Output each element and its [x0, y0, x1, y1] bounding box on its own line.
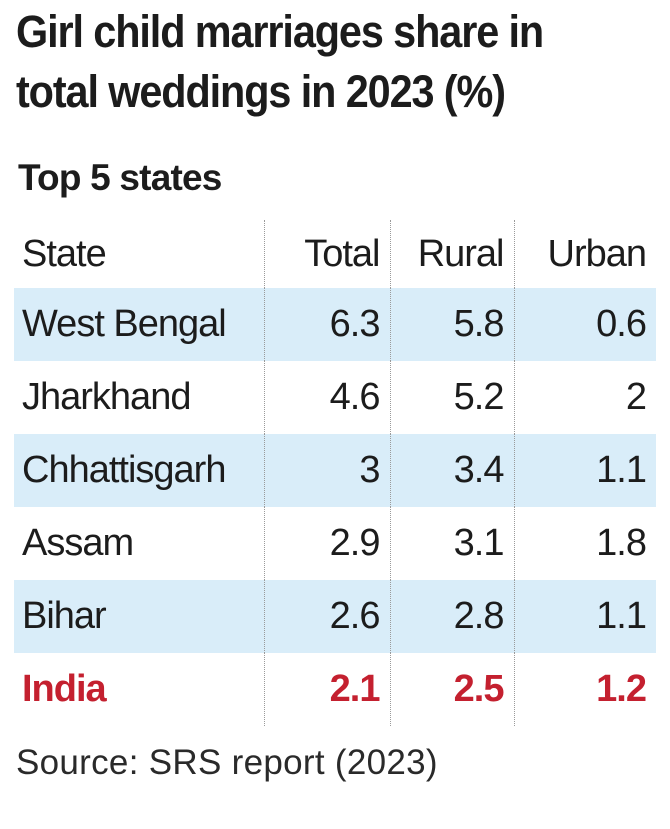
chart-subtitle: Top 5 states	[18, 157, 222, 198]
total-cell: 4.6	[263, 361, 390, 434]
data-table: State Total Rural Urban West Bengal 6.3 5.…	[14, 220, 656, 726]
total-cell: 2.9	[263, 507, 390, 580]
column-header-total: Total	[263, 220, 390, 288]
table-row: Bihar 2.6 2.8 1.1	[14, 580, 656, 653]
state-cell: Assam	[22, 522, 134, 564]
column-header-rural: Rural	[389, 220, 514, 288]
state-cell: India	[22, 668, 107, 710]
column-header-urban: Urban	[513, 220, 656, 288]
rural-cell: 3.1	[389, 507, 514, 580]
rural-cell: 5.2	[389, 361, 514, 434]
table-row-total: India 2.1 2.5 1.2	[14, 653, 656, 726]
urban-cell: 1.8	[513, 507, 656, 580]
urban-cell: 2	[513, 361, 656, 434]
total-cell: 2.6	[263, 580, 390, 653]
urban-cell: 1.1	[513, 580, 656, 653]
urban-cell: 0.6	[513, 288, 656, 361]
table-body: West Bengal 6.3 5.8 0.6 Jharkhand 4.6 5.2 2 Chha…	[14, 288, 656, 726]
rural-cell: 2.5	[389, 653, 514, 726]
total-cell: 6.3	[263, 288, 390, 361]
state-cell: Jharkhand	[22, 376, 191, 418]
state-cell: Bihar	[14, 580, 264, 653]
total-cell: 3	[263, 434, 390, 507]
urban-cell: 1.1	[513, 434, 656, 507]
state-cell: Chhattisgarh	[14, 434, 264, 507]
column-header-state: State	[22, 232, 107, 275]
rural-cell: 5.8	[389, 288, 514, 361]
urban-cell: 1.2	[513, 653, 656, 726]
rural-cell: 3.4	[389, 434, 514, 507]
table-row: West Bengal 6.3 5.8 0.6	[14, 288, 656, 361]
table-header-row: State Total Rural Urban	[14, 220, 656, 288]
rural-cell: 2.8	[389, 580, 514, 653]
chart-title: Girl child marriages share in total wedd…	[16, 6, 544, 117]
table-row: Assam 2.9 3.1 1.8	[14, 507, 656, 580]
table-row: Jharkhand 4.6 5.2 2	[14, 361, 656, 434]
total-cell: 2.1	[263, 653, 390, 726]
source-note: Source: SRS report (2023)	[16, 743, 438, 782]
table-row: Chhattisgarh 3 3.4 1.1	[14, 434, 656, 507]
state-cell: West Bengal	[14, 288, 264, 361]
